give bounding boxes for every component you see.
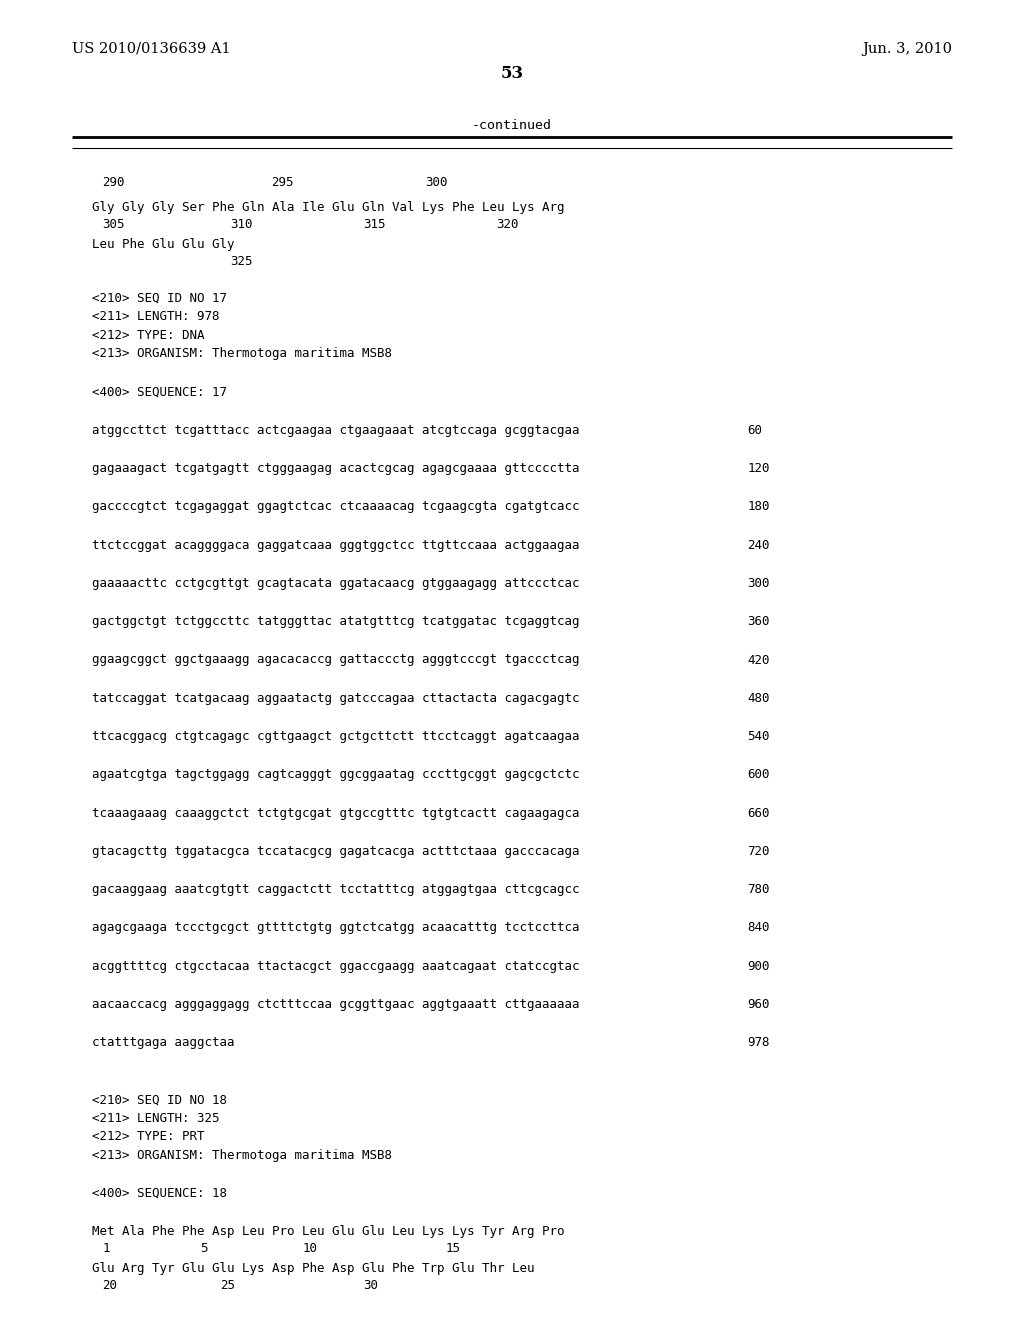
Text: Leu Phe Glu Glu Gly: Leu Phe Glu Glu Gly <box>92 238 234 251</box>
Text: aacaaccacg agggaggagg ctctttccaa gcggttgaac aggtgaaatt cttgaaaaaa: aacaaccacg agggaggagg ctctttccaa gcggttg… <box>92 998 580 1011</box>
Text: ttcacggacg ctgtcagagc cgttgaagct gctgcttctt ttcctcaggt agatcaagaa: ttcacggacg ctgtcagagc cgttgaagct gctgctt… <box>92 730 580 743</box>
Text: 420: 420 <box>748 653 770 667</box>
Text: 480: 480 <box>748 692 770 705</box>
Text: 360: 360 <box>748 615 770 628</box>
Text: atggccttct tcgatttacc actcgaagaa ctgaagaaat atcgtccaga gcggtacgaa: atggccttct tcgatttacc actcgaagaa ctgaaga… <box>92 424 580 437</box>
Text: 10: 10 <box>302 1242 317 1255</box>
Text: <211> LENGTH: 978: <211> LENGTH: 978 <box>92 310 220 323</box>
Text: <210> SEQ ID NO 17: <210> SEQ ID NO 17 <box>92 292 227 305</box>
Text: gaaaaacttc cctgcgttgt gcagtacata ggatacaacg gtggaagagg attccctcac: gaaaaacttc cctgcgttgt gcagtacata ggataca… <box>92 577 580 590</box>
Text: 30: 30 <box>364 1279 379 1292</box>
Text: 60: 60 <box>748 424 763 437</box>
Text: 53: 53 <box>501 66 523 82</box>
Text: 960: 960 <box>748 998 770 1011</box>
Text: gagaaagact tcgatgagtt ctgggaagag acactcgcag agagcgaaaa gttcccctta: gagaaagact tcgatgagtt ctgggaagag acactcg… <box>92 462 580 475</box>
Text: 180: 180 <box>748 500 770 513</box>
Text: 305: 305 <box>102 218 125 231</box>
Text: 300: 300 <box>425 176 447 189</box>
Text: 290: 290 <box>102 176 125 189</box>
Text: US 2010/0136639 A1: US 2010/0136639 A1 <box>72 42 230 55</box>
Text: gacaaggaag aaatcgtgtt caggactctt tcctatttcg atggagtgaa cttcgcagcc: gacaaggaag aaatcgtgtt caggactctt tcctatt… <box>92 883 580 896</box>
Text: agagcgaaga tccctgcgct gttttctgtg ggtctcatgg acaacatttg tcctccttca: agagcgaaga tccctgcgct gttttctgtg ggtctca… <box>92 921 580 935</box>
Text: 540: 540 <box>748 730 770 743</box>
Text: agaatcgtga tagctggagg cagtcagggt ggcggaatag cccttgcggt gagcgctctc: agaatcgtga tagctggagg cagtcagggt ggcggaa… <box>92 768 580 781</box>
Text: 25: 25 <box>220 1279 236 1292</box>
Text: Met Ala Phe Phe Asp Leu Pro Leu Glu Glu Leu Lys Lys Tyr Arg Pro: Met Ala Phe Phe Asp Leu Pro Leu Glu Glu … <box>92 1225 564 1238</box>
Text: 1: 1 <box>102 1242 110 1255</box>
Text: 5: 5 <box>200 1242 207 1255</box>
Text: 300: 300 <box>748 577 770 590</box>
Text: 295: 295 <box>271 176 294 189</box>
Text: 840: 840 <box>748 921 770 935</box>
Text: 320: 320 <box>497 218 519 231</box>
Text: gactggctgt tctggccttc tatgggttac atatgtttcg tcatggatac tcgaggtcag: gactggctgt tctggccttc tatgggttac atatgtt… <box>92 615 580 628</box>
Text: <210> SEQ ID NO 18: <210> SEQ ID NO 18 <box>92 1093 227 1106</box>
Text: 978: 978 <box>748 1036 770 1049</box>
Text: Gly Gly Gly Ser Phe Gln Ala Ile Glu Gln Val Lys Phe Leu Lys Arg: Gly Gly Gly Ser Phe Gln Ala Ile Glu Gln … <box>92 201 564 214</box>
Text: ttctccggat acaggggaca gaggatcaaa gggtggctcc ttgttccaaa actggaagaa: ttctccggat acaggggaca gaggatcaaa gggtggc… <box>92 539 580 552</box>
Text: tcaaagaaag caaaggctct tctgtgcgat gtgccgtttc tgtgtcactt cagaagagca: tcaaagaaag caaaggctct tctgtgcgat gtgccgt… <box>92 807 580 820</box>
Text: <211> LENGTH: 325: <211> LENGTH: 325 <box>92 1111 220 1125</box>
Text: ctatttgaga aaggctaa: ctatttgaga aaggctaa <box>92 1036 234 1049</box>
Text: 780: 780 <box>748 883 770 896</box>
Text: Jun. 3, 2010: Jun. 3, 2010 <box>862 42 952 55</box>
Text: 310: 310 <box>230 218 253 231</box>
Text: 15: 15 <box>445 1242 461 1255</box>
Text: ggaagcggct ggctgaaagg agacacaccg gattaccctg agggtcccgt tgaccctcag: ggaagcggct ggctgaaagg agacacaccg gattacc… <box>92 653 580 667</box>
Text: <212> TYPE: PRT: <212> TYPE: PRT <box>92 1130 205 1143</box>
Text: -continued: -continued <box>472 119 552 132</box>
Text: 720: 720 <box>748 845 770 858</box>
Text: <400> SEQUENCE: 18: <400> SEQUENCE: 18 <box>92 1187 227 1200</box>
Text: 20: 20 <box>102 1279 118 1292</box>
Text: <212> TYPE: DNA: <212> TYPE: DNA <box>92 329 205 342</box>
Text: 325: 325 <box>230 255 253 268</box>
Text: 600: 600 <box>748 768 770 781</box>
Text: 900: 900 <box>748 960 770 973</box>
Text: 240: 240 <box>748 539 770 552</box>
Text: 120: 120 <box>748 462 770 475</box>
Text: 315: 315 <box>364 218 386 231</box>
Text: gaccccgtct tcgagaggat ggagtctcac ctcaaaacag tcgaagcgta cgatgtcacc: gaccccgtct tcgagaggat ggagtctcac ctcaaaa… <box>92 500 580 513</box>
Text: <213> ORGANISM: Thermotoga maritima MSB8: <213> ORGANISM: Thermotoga maritima MSB8 <box>92 347 392 360</box>
Text: Glu Arg Tyr Glu Glu Lys Asp Phe Asp Glu Phe Trp Glu Thr Leu: Glu Arg Tyr Glu Glu Lys Asp Phe Asp Glu … <box>92 1262 535 1275</box>
Text: acggttttcg ctgcctacaa ttactacgct ggaccgaagg aaatcagaat ctatccgtac: acggttttcg ctgcctacaa ttactacgct ggaccga… <box>92 960 580 973</box>
Text: <400> SEQUENCE: 17: <400> SEQUENCE: 17 <box>92 385 227 399</box>
Text: <213> ORGANISM: Thermotoga maritima MSB8: <213> ORGANISM: Thermotoga maritima MSB8 <box>92 1148 392 1162</box>
Text: tatccaggat tcatgacaag aggaatactg gatcccagaa cttactacta cagacgagtc: tatccaggat tcatgacaag aggaatactg gatccca… <box>92 692 580 705</box>
Text: gtacagcttg tggatacgca tccatacgcg gagatcacga actttctaaa gacccacaga: gtacagcttg tggatacgca tccatacgcg gagatca… <box>92 845 580 858</box>
Text: 660: 660 <box>748 807 770 820</box>
